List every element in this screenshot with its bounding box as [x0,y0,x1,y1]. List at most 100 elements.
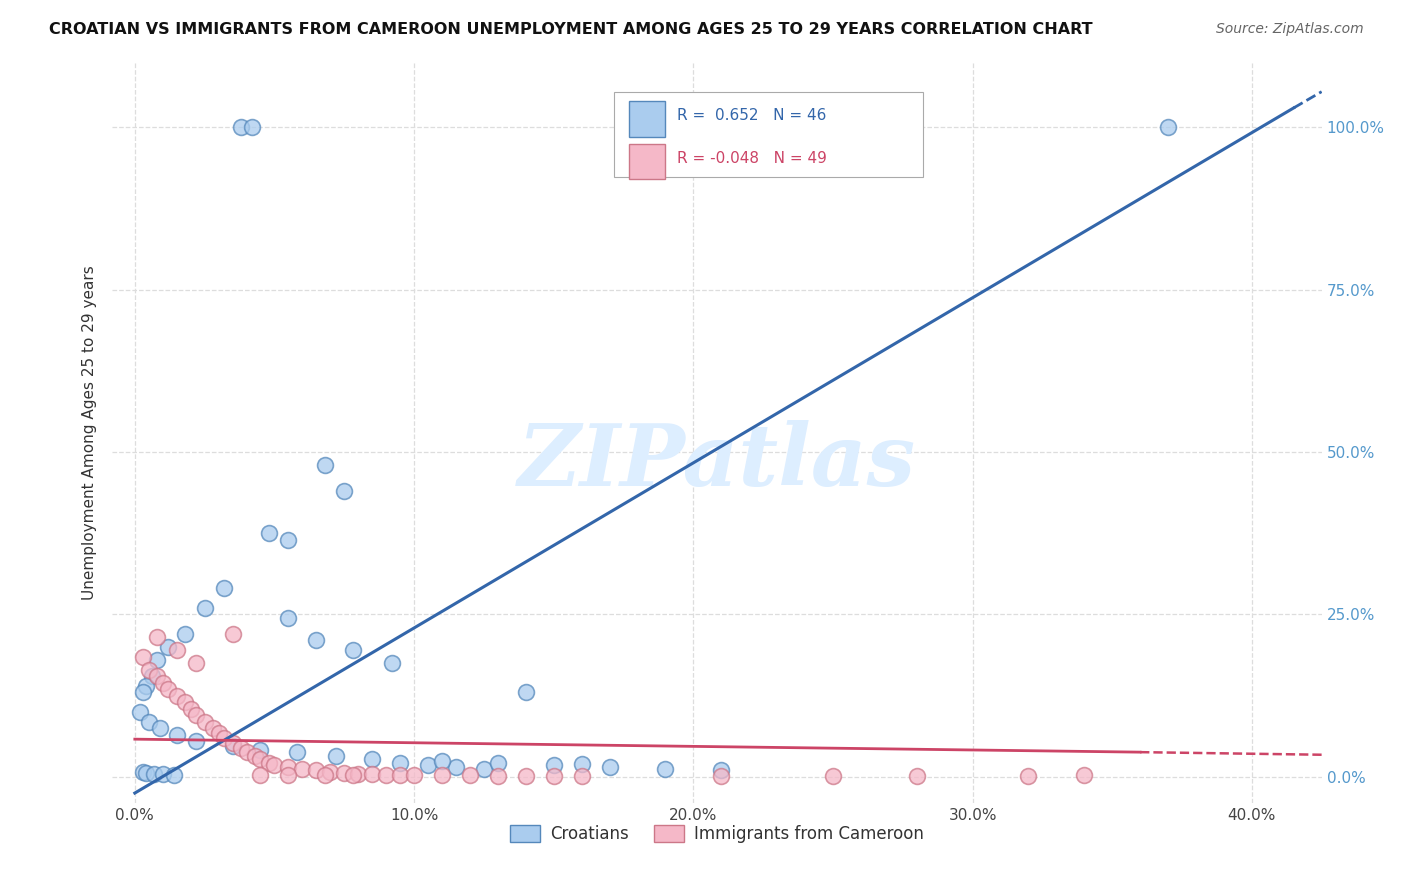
Point [221,739,243,753]
Point [389,756,412,770]
Point [166,689,188,703]
Point [132,764,155,779]
Point [186,708,208,723]
Point [361,751,384,765]
Point [277,760,299,774]
Point [157,682,180,697]
Point [212,582,235,596]
Point [389,768,412,782]
Point [257,526,280,541]
Point [654,762,676,776]
Bar [628,144,665,179]
Point [486,768,509,782]
Point [277,533,299,547]
Point [249,742,271,756]
Point [1073,768,1095,782]
Point [285,745,308,759]
Point [305,633,328,648]
Text: R = -0.048   N = 49: R = -0.048 N = 49 [678,151,827,166]
Point [543,758,565,772]
Point [257,756,280,770]
Point [235,745,257,759]
Point [143,766,166,780]
Point [166,643,188,657]
Point [132,649,155,664]
Legend: Croatians, Immigrants from Cameroon: Croatians, Immigrants from Cameroon [503,819,931,850]
Y-axis label: Unemployment Among Ages 25 to 29 years: Unemployment Among Ages 25 to 29 years [82,265,97,600]
Point [444,760,467,774]
Point [543,768,565,782]
Point [381,656,404,670]
Point [149,721,172,735]
Point [515,768,537,782]
Point [291,762,314,776]
Point [571,768,593,782]
Point [129,705,152,719]
Point [515,685,537,699]
Point [138,714,160,729]
Point [325,749,347,764]
Point [710,764,733,778]
Text: CROATIAN VS IMMIGRANTS FROM CAMEROON UNEMPLOYMENT AMONG AGES 25 TO 29 YEARS CORR: CROATIAN VS IMMIGRANTS FROM CAMEROON UNE… [49,22,1092,37]
Point [404,768,426,782]
Point [472,762,495,776]
Point [249,768,271,782]
Point [458,768,481,782]
Text: Source: ZipAtlas.com: Source: ZipAtlas.com [1216,22,1364,37]
Point [166,728,188,742]
Point [221,627,243,641]
Point [229,120,252,135]
Point [240,120,263,135]
Point [146,653,169,667]
Point [243,749,266,764]
Point [174,695,197,709]
Point [905,768,928,782]
FancyBboxPatch shape [614,92,922,178]
Point [319,764,342,779]
Point [416,758,439,772]
Point [277,611,299,625]
Point [263,758,285,772]
Point [157,640,180,654]
Point [314,458,336,472]
Point [342,768,364,782]
Point [180,701,202,715]
Point [141,669,163,683]
Point [430,754,453,768]
Point [194,714,217,729]
Point [152,767,174,781]
Point [174,627,197,641]
Text: ZIPatlas: ZIPatlas [517,420,917,504]
Point [212,731,235,745]
Point [229,740,252,755]
Point [207,725,229,739]
Point [132,685,155,699]
Point [146,669,169,683]
Point [186,734,208,748]
Point [1017,768,1039,782]
Point [333,766,356,780]
Point [186,656,208,670]
Point [221,736,243,750]
Point [342,643,364,657]
Point [430,768,453,782]
Point [138,663,160,677]
Point [333,484,356,499]
Point [305,764,328,778]
Text: R =  0.652   N = 46: R = 0.652 N = 46 [678,109,827,123]
Point [277,768,299,782]
Point [571,756,593,771]
Point [599,760,621,774]
Point [486,756,509,770]
Point [710,768,733,782]
Point [135,679,157,693]
Point [361,767,384,781]
Point [821,768,844,782]
Bar [628,101,665,136]
Point [146,630,169,644]
Point [347,766,370,780]
Point [249,751,271,765]
Point [152,675,174,690]
Point [135,766,157,780]
Point [314,768,336,782]
